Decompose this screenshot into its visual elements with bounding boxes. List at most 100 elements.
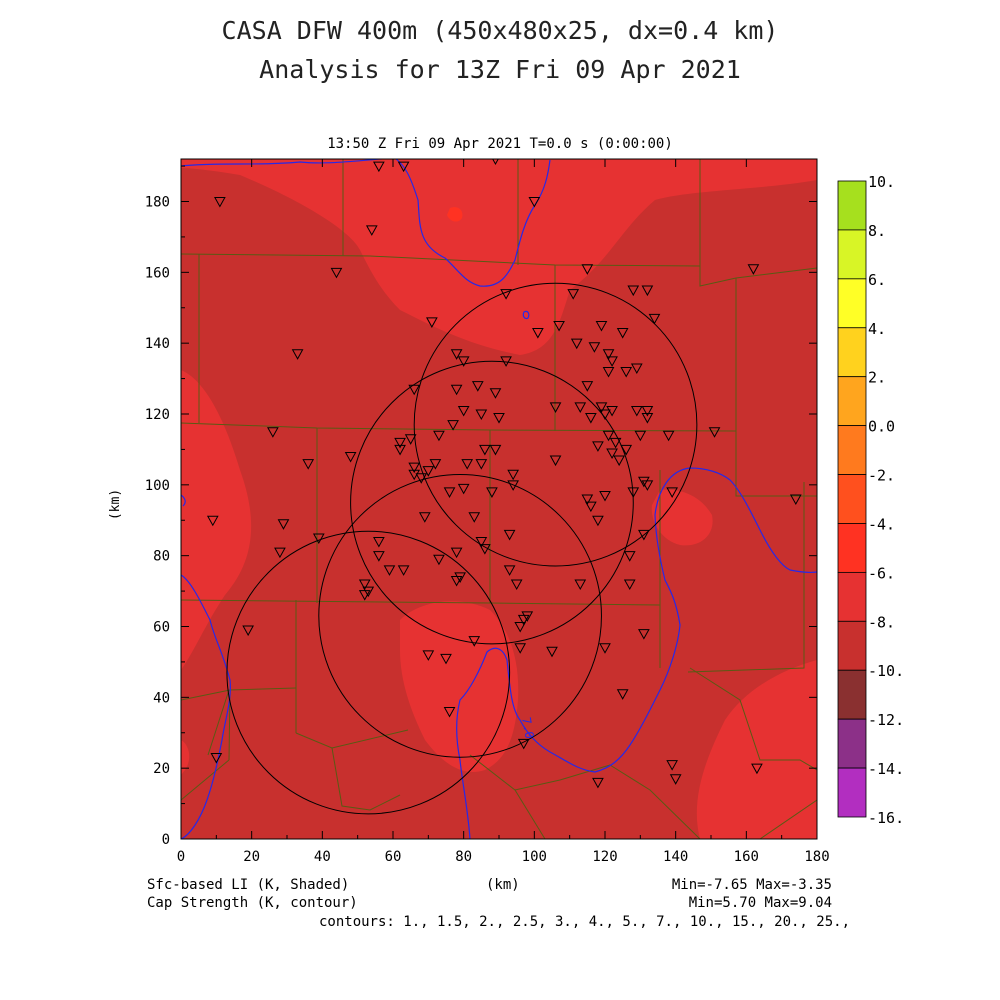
station-marker[interactable] — [634, 430, 647, 442]
station-marker[interactable] — [362, 586, 375, 598]
station-marker[interactable] — [394, 437, 406, 449]
stations[interactable] — [206, 155, 802, 789]
station-marker[interactable] — [277, 519, 290, 530]
station-marker[interactable] — [620, 367, 633, 378]
station-marker[interactable] — [302, 459, 315, 470]
station-marker[interactable] — [408, 462, 421, 474]
station-marker[interactable] — [422, 466, 435, 477]
station-marker[interactable] — [397, 161, 410, 173]
station-marker[interactable] — [422, 650, 435, 661]
station-marker[interactable] — [267, 427, 279, 438]
station-marker[interactable] — [408, 384, 421, 396]
station-marker[interactable] — [330, 267, 343, 279]
station-marker[interactable] — [609, 437, 622, 449]
station-marker[interactable] — [443, 487, 456, 498]
station-marker[interactable] — [789, 494, 802, 506]
station-marker[interactable] — [468, 636, 481, 647]
station-marker[interactable] — [517, 614, 530, 626]
station-marker[interactable] — [581, 381, 594, 392]
station-marker[interactable] — [500, 289, 512, 300]
station-marker[interactable] — [471, 381, 484, 392]
station-marker[interactable] — [291, 349, 304, 360]
station-marker[interactable] — [514, 622, 527, 633]
station-marker[interactable] — [616, 328, 629, 339]
station-marker[interactable] — [581, 494, 594, 506]
station-marker[interactable] — [595, 402, 608, 413]
station-marker[interactable] — [312, 533, 325, 544]
station-marker[interactable] — [570, 338, 583, 350]
station-marker[interactable] — [447, 420, 459, 431]
station-marker[interactable] — [532, 328, 544, 339]
station-marker[interactable] — [383, 565, 396, 576]
station-marker[interactable] — [397, 565, 410, 576]
station-marker[interactable] — [638, 629, 650, 640]
station-marker[interactable] — [567, 289, 580, 300]
station-marker[interactable] — [613, 455, 625, 467]
station-marker[interactable] — [620, 444, 633, 456]
station-marker[interactable] — [429, 459, 442, 470]
station-marker[interactable] — [450, 349, 463, 360]
station-marker[interactable] — [606, 448, 618, 459]
station-marker[interactable] — [669, 774, 682, 785]
station-marker[interactable] — [214, 197, 226, 208]
station-marker[interactable] — [394, 444, 406, 456]
station-marker[interactable] — [546, 646, 558, 658]
station-marker[interactable] — [450, 384, 463, 396]
station-marker[interactable] — [433, 430, 445, 442]
station-marker[interactable] — [457, 483, 470, 495]
station-marker[interactable] — [599, 643, 611, 654]
station-marker[interactable] — [443, 707, 456, 718]
station-marker[interactable] — [602, 367, 615, 378]
station-marker[interactable] — [616, 689, 629, 700]
station-marker[interactable] — [599, 409, 611, 421]
station-marker[interactable] — [747, 264, 760, 275]
station-marker[interactable] — [528, 197, 541, 208]
station-marker[interactable] — [549, 402, 562, 413]
station-marker[interactable] — [521, 611, 534, 622]
station-marker[interactable] — [373, 537, 385, 548]
station-marker[interactable] — [595, 320, 608, 332]
station-marker[interactable] — [514, 643, 527, 654]
station-marker[interactable] — [493, 413, 505, 424]
station-marker[interactable] — [638, 476, 650, 488]
station-marker[interactable] — [210, 753, 223, 764]
station-marker[interactable] — [549, 455, 562, 467]
station-marker[interactable] — [358, 579, 371, 591]
station-marker[interactable] — [662, 430, 675, 442]
station-marker[interactable] — [206, 515, 219, 527]
station-marker[interactable] — [503, 529, 516, 541]
station-marker[interactable] — [475, 409, 488, 421]
station-marker[interactable] — [507, 469, 519, 481]
station-marker[interactable] — [630, 405, 643, 417]
station-marker[interactable] — [450, 547, 463, 559]
station-marker[interactable] — [574, 579, 587, 591]
station-marker[interactable] — [373, 161, 385, 173]
station-marker[interactable] — [630, 363, 643, 374]
station-marker[interactable] — [602, 430, 615, 442]
station-marker[interactable] — [489, 444, 502, 456]
station-marker[interactable] — [461, 459, 474, 470]
station-marker[interactable] — [415, 473, 428, 484]
station-marker[interactable] — [475, 537, 488, 548]
station-marker[interactable] — [553, 320, 565, 332]
station-marker[interactable] — [638, 529, 650, 541]
station-marker[interactable] — [641, 413, 654, 424]
station-marker[interactable] — [641, 405, 654, 417]
station-marker[interactable] — [585, 501, 597, 513]
station-marker[interactable] — [479, 544, 491, 555]
station-marker[interactable] — [751, 763, 763, 775]
station-marker[interactable] — [404, 434, 417, 445]
station-marker[interactable] — [373, 551, 385, 562]
station-marker[interactable] — [574, 402, 587, 413]
station-marker[interactable] — [592, 777, 604, 789]
station-marker[interactable] — [627, 487, 640, 498]
station-marker[interactable] — [358, 590, 371, 601]
station-marker[interactable] — [418, 512, 431, 523]
station-marker[interactable] — [585, 413, 597, 424]
station-marker[interactable] — [666, 487, 678, 498]
station-marker[interactable] — [648, 313, 661, 325]
station-marker[interactable] — [475, 459, 488, 470]
station-marker[interactable] — [588, 342, 601, 353]
station-marker[interactable] — [426, 317, 438, 328]
station-marker[interactable] — [274, 547, 286, 559]
